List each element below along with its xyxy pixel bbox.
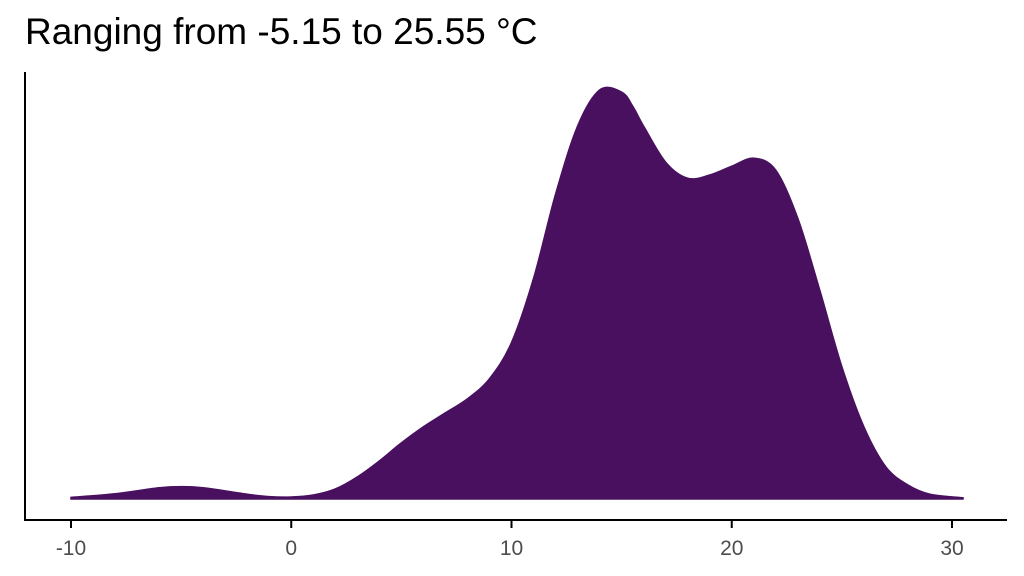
x-axis-ticks: -10 0 10 20 30 <box>56 520 964 560</box>
density-area <box>70 86 964 500</box>
x-tick-label: -10 <box>56 537 86 560</box>
x-tick-label: 0 <box>285 537 297 560</box>
x-tick-label: 30 <box>940 537 963 560</box>
x-tick-label: 20 <box>720 537 743 560</box>
x-tick-label: 10 <box>500 537 523 560</box>
chart-title: Ranging from -5.15 to 25.55 °C <box>25 11 538 52</box>
